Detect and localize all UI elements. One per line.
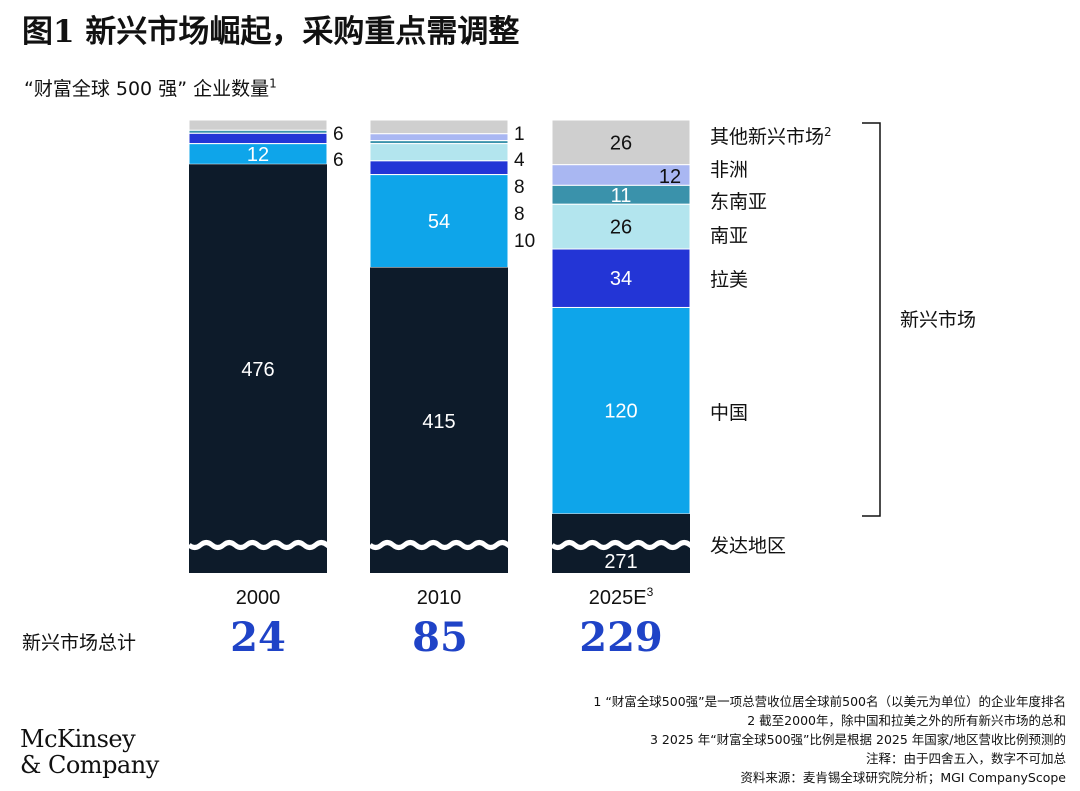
bar-2010-1 xyxy=(369,174,509,268)
value-label-2010-africa: 4 xyxy=(514,150,525,171)
value-label-2010-developed: 415 xyxy=(422,411,455,433)
bar-2010-2 xyxy=(369,160,509,176)
bar-2010-6 xyxy=(369,119,509,135)
footnote-2: 2 截至2000年，除中国和拉美之外的所有新兴市场的总和 xyxy=(747,713,1066,728)
value-label-2000-developed: 476 xyxy=(241,359,274,381)
emerging-bracket xyxy=(862,122,881,517)
footnote-source: 资料来源：麦肯锡全球研究院分析；MGI CompanyScope xyxy=(740,770,1066,785)
axis-break-2010 xyxy=(368,540,522,550)
value-label-2025e-4: 11 xyxy=(611,185,632,207)
value-label-2025e-africa: 12 xyxy=(659,166,681,188)
chart-subtitle: “财富全球 500 强” 企业数量1 xyxy=(24,74,277,101)
total-2000: 24 xyxy=(230,614,286,661)
subtitle-note-mark: 1 xyxy=(269,76,277,91)
value-label-2025e-developed: 271 xyxy=(604,551,637,573)
tick-label-2025e: 2025E3 xyxy=(589,585,654,609)
value-label-2000-other: 6 xyxy=(333,150,344,171)
axis-break-2025e xyxy=(550,540,704,550)
bar-2000-developed xyxy=(189,164,327,573)
value-label-2010-1: 54 xyxy=(428,211,450,233)
value-label-2025e-3: 26 xyxy=(610,217,632,239)
segment-name-0: 发达地区 xyxy=(710,535,786,557)
value-label-2010-latam: 8 xyxy=(514,204,525,225)
bar-2025e-6 xyxy=(551,119,691,166)
value-label-2010-other: 8 xyxy=(514,177,525,198)
totals-row-label: 新兴市场总计 xyxy=(22,632,137,654)
value-label-2025e-1: 120 xyxy=(604,401,637,423)
segment-name-1: 中国 xyxy=(710,402,748,424)
value-label-2000-latam: 6 xyxy=(333,124,344,145)
tick-label-2000: 2000 xyxy=(236,587,281,609)
bar-2025e-2 xyxy=(551,248,691,308)
segment-name-3: 南亚 xyxy=(710,225,748,247)
segment-name-2: 拉美 xyxy=(710,269,748,291)
stacked-bar-chart: 2000 2010 2025E3 476 415 271 12 6 6 54 1 4 8 8 10 120 34… xyxy=(187,119,976,609)
total-2025e: 229 xyxy=(579,614,663,661)
mckinsey-logo: McKinsey & Company xyxy=(20,726,159,778)
tick-label-2010: 2010 xyxy=(417,587,462,609)
bar-2010-3 xyxy=(369,143,509,162)
segment-name-4: 东南亚 xyxy=(710,191,767,213)
value-label-2025e-6: 26 xyxy=(610,132,632,154)
footnotes: 1 “财富全球500强”是一项总营收位居全球前500名（以美元为单位）的企业年度… xyxy=(446,692,1066,787)
logo-line-1: McKinsey xyxy=(20,725,136,753)
footnote-3: 3 2025 年“财富全球500强”比例是根据 2025 年国家/地区营收比例预… xyxy=(650,732,1066,747)
value-label-2010-south-asia: 10 xyxy=(514,231,535,252)
bar-2010-5 xyxy=(369,133,509,142)
bar-2000-2 xyxy=(188,132,328,145)
bracket-label: 新兴市场 xyxy=(900,309,976,331)
bar-2025e-3 xyxy=(551,203,691,250)
footnote-rounding: 注释：由于四舍五入，数字不可加总 xyxy=(865,751,1066,766)
chart-title: 图1 新兴市场崛起，采购重点需调整 xyxy=(22,14,520,50)
total-2010: 85 xyxy=(412,614,468,661)
segment-name-5: 非洲 xyxy=(710,159,748,181)
value-label-2000-1: 12 xyxy=(247,144,269,166)
bar-2000-6 xyxy=(188,119,328,131)
value-label-2010-se-asia: 1 xyxy=(514,124,525,145)
subtitle-text: “财富全球 500 强” 企业数量 xyxy=(24,78,270,100)
segment-name-6: 其他新兴市场2 xyxy=(710,125,832,148)
value-label-2025e-2: 34 xyxy=(610,268,632,290)
bar-2010-developed xyxy=(370,267,508,573)
footnote-1: 1 “财富全球500强”是一项总营收位居全球前500名（以美元为单位）的企业年度… xyxy=(593,694,1066,709)
axis-break-2000 xyxy=(187,540,341,550)
logo-line-2: & Company xyxy=(20,751,159,779)
